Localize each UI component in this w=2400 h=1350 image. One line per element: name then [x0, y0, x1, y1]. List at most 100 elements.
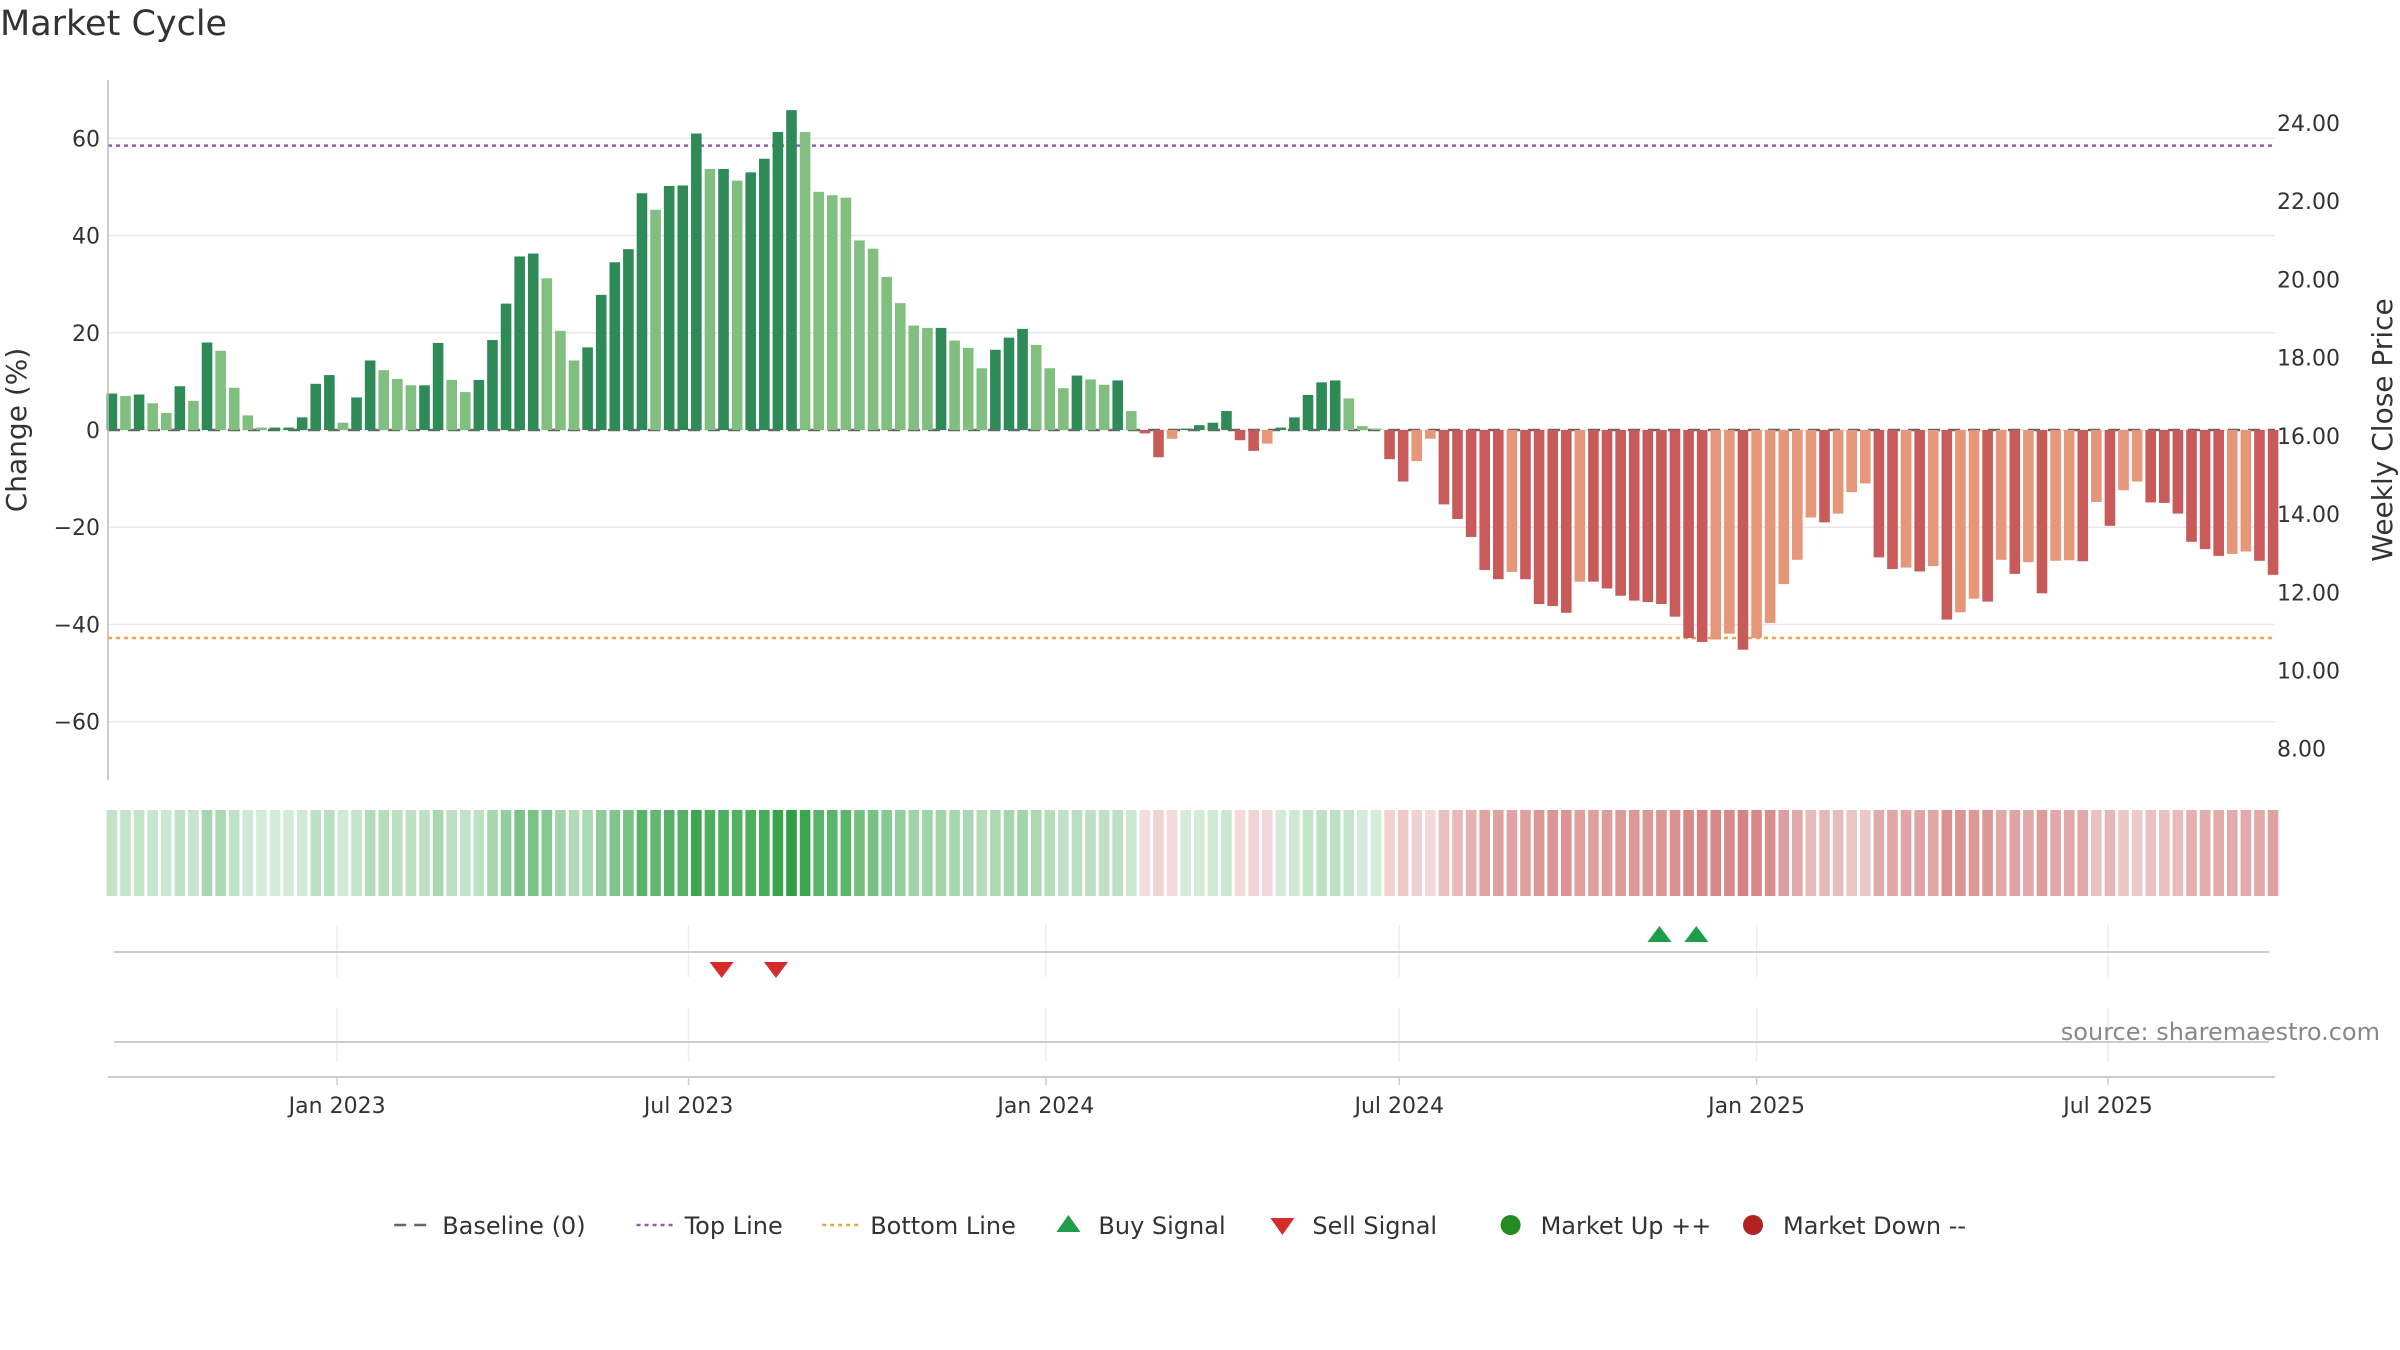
bar — [1737, 430, 1749, 650]
bar — [228, 387, 240, 430]
bar — [201, 342, 213, 430]
bar — [337, 422, 349, 430]
legend-label: Baseline (0) — [442, 1212, 585, 1240]
bar — [283, 427, 294, 430]
legend-label: Sell Signal — [1312, 1212, 1437, 1240]
bar — [2118, 430, 2129, 491]
bar — [2267, 430, 2279, 575]
bar — [1425, 430, 1436, 439]
heat-cell — [1221, 810, 1232, 896]
bar — [1968, 430, 1980, 599]
heat-cell — [1588, 810, 1599, 896]
heat-cell — [1968, 810, 1980, 896]
bar — [500, 303, 512, 430]
heat-cell — [215, 810, 226, 896]
heat-cell — [296, 810, 308, 896]
bar — [1289, 417, 1300, 430]
bar — [1207, 422, 1219, 430]
bar — [1044, 368, 1056, 430]
bar — [310, 383, 322, 430]
bar — [459, 392, 471, 430]
heat-cell — [1710, 810, 1722, 896]
bar — [1751, 430, 1762, 639]
y2-tick-label: 20.00 — [2277, 268, 2340, 293]
heat-cell — [1628, 810, 1640, 896]
bar — [1234, 430, 1246, 441]
bar — [935, 327, 947, 430]
bar — [772, 132, 784, 430]
heat-cell — [378, 810, 390, 896]
bar — [1887, 430, 1898, 570]
bar — [1384, 430, 1395, 460]
y-tick-label: −40 — [54, 613, 100, 638]
heat-cell — [976, 810, 988, 896]
bar — [1982, 430, 1993, 602]
chart-title: Market Cycle — [0, 4, 228, 44]
heat-cell — [1044, 810, 1056, 896]
bar — [1071, 375, 1083, 430]
heat-cell — [990, 810, 1001, 896]
heat-cell — [1411, 810, 1423, 896]
heat-cell — [1397, 810, 1409, 896]
bar — [541, 278, 553, 430]
legend-swatch — [1500, 1215, 1521, 1235]
bar — [1914, 430, 1925, 572]
bar — [922, 327, 933, 430]
buy-signal-marker — [1647, 926, 1672, 942]
heat-cell — [881, 810, 892, 896]
bar — [1166, 430, 1178, 439]
bar — [1302, 395, 1314, 430]
legend-label: Market Up ++ — [1541, 1212, 1712, 1240]
heat-cell — [500, 810, 512, 896]
heat-cell — [364, 810, 376, 896]
heat-cell — [2254, 810, 2265, 896]
x-tick-label: Jul 2023 — [642, 1094, 734, 1119]
heat-cell — [1017, 810, 1028, 896]
heat-cell — [1425, 810, 1436, 896]
heat-cell — [663, 810, 675, 896]
bar — [106, 393, 118, 430]
heat-cell — [731, 810, 743, 896]
heat-cell — [1193, 810, 1205, 896]
heat-cell — [242, 810, 254, 896]
heat-cell — [1805, 810, 1817, 896]
heat-cell — [106, 810, 118, 896]
heat-cell — [160, 810, 172, 896]
heat-cell — [1927, 810, 1939, 896]
heat-cell — [568, 810, 580, 896]
bar — [623, 249, 634, 430]
heat-cell — [2145, 810, 2157, 896]
bar — [1574, 430, 1586, 582]
heat-cell — [1370, 810, 1382, 896]
bar — [1248, 430, 1259, 451]
bar — [2036, 430, 2048, 594]
bar — [2131, 430, 2143, 482]
bar — [1710, 430, 1722, 640]
x-tick-label: Jan 2025 — [1706, 1094, 1805, 1119]
heat-cell — [1560, 810, 1572, 896]
heat-cell — [392, 810, 403, 896]
heat-cell — [1180, 810, 1191, 896]
heat-cell — [1357, 810, 1368, 896]
heat-cell — [133, 810, 145, 896]
heat-cell — [2186, 810, 2197, 896]
heat-cell — [1343, 810, 1355, 896]
legend-item: Baseline (0) — [394, 1212, 586, 1240]
bar — [1588, 430, 1599, 582]
legend-item: Sell Signal — [1270, 1212, 1437, 1240]
y-tick-label: −20 — [54, 516, 100, 541]
heat-cell — [1601, 810, 1613, 896]
heat-cell — [1316, 810, 1327, 896]
heat-cell — [962, 810, 974, 896]
heat-cell — [1941, 810, 1953, 896]
bar — [487, 340, 498, 430]
bar — [1859, 430, 1871, 484]
bar — [1560, 430, 1572, 613]
y2-tick-label: 8.00 — [2277, 738, 2326, 763]
heat-cell — [2009, 810, 2021, 896]
bar — [2172, 430, 2184, 514]
bar — [2050, 430, 2061, 561]
legend-item: Market Down -- — [1743, 1212, 1966, 1240]
bar — [1492, 430, 1504, 580]
bar — [650, 209, 661, 430]
